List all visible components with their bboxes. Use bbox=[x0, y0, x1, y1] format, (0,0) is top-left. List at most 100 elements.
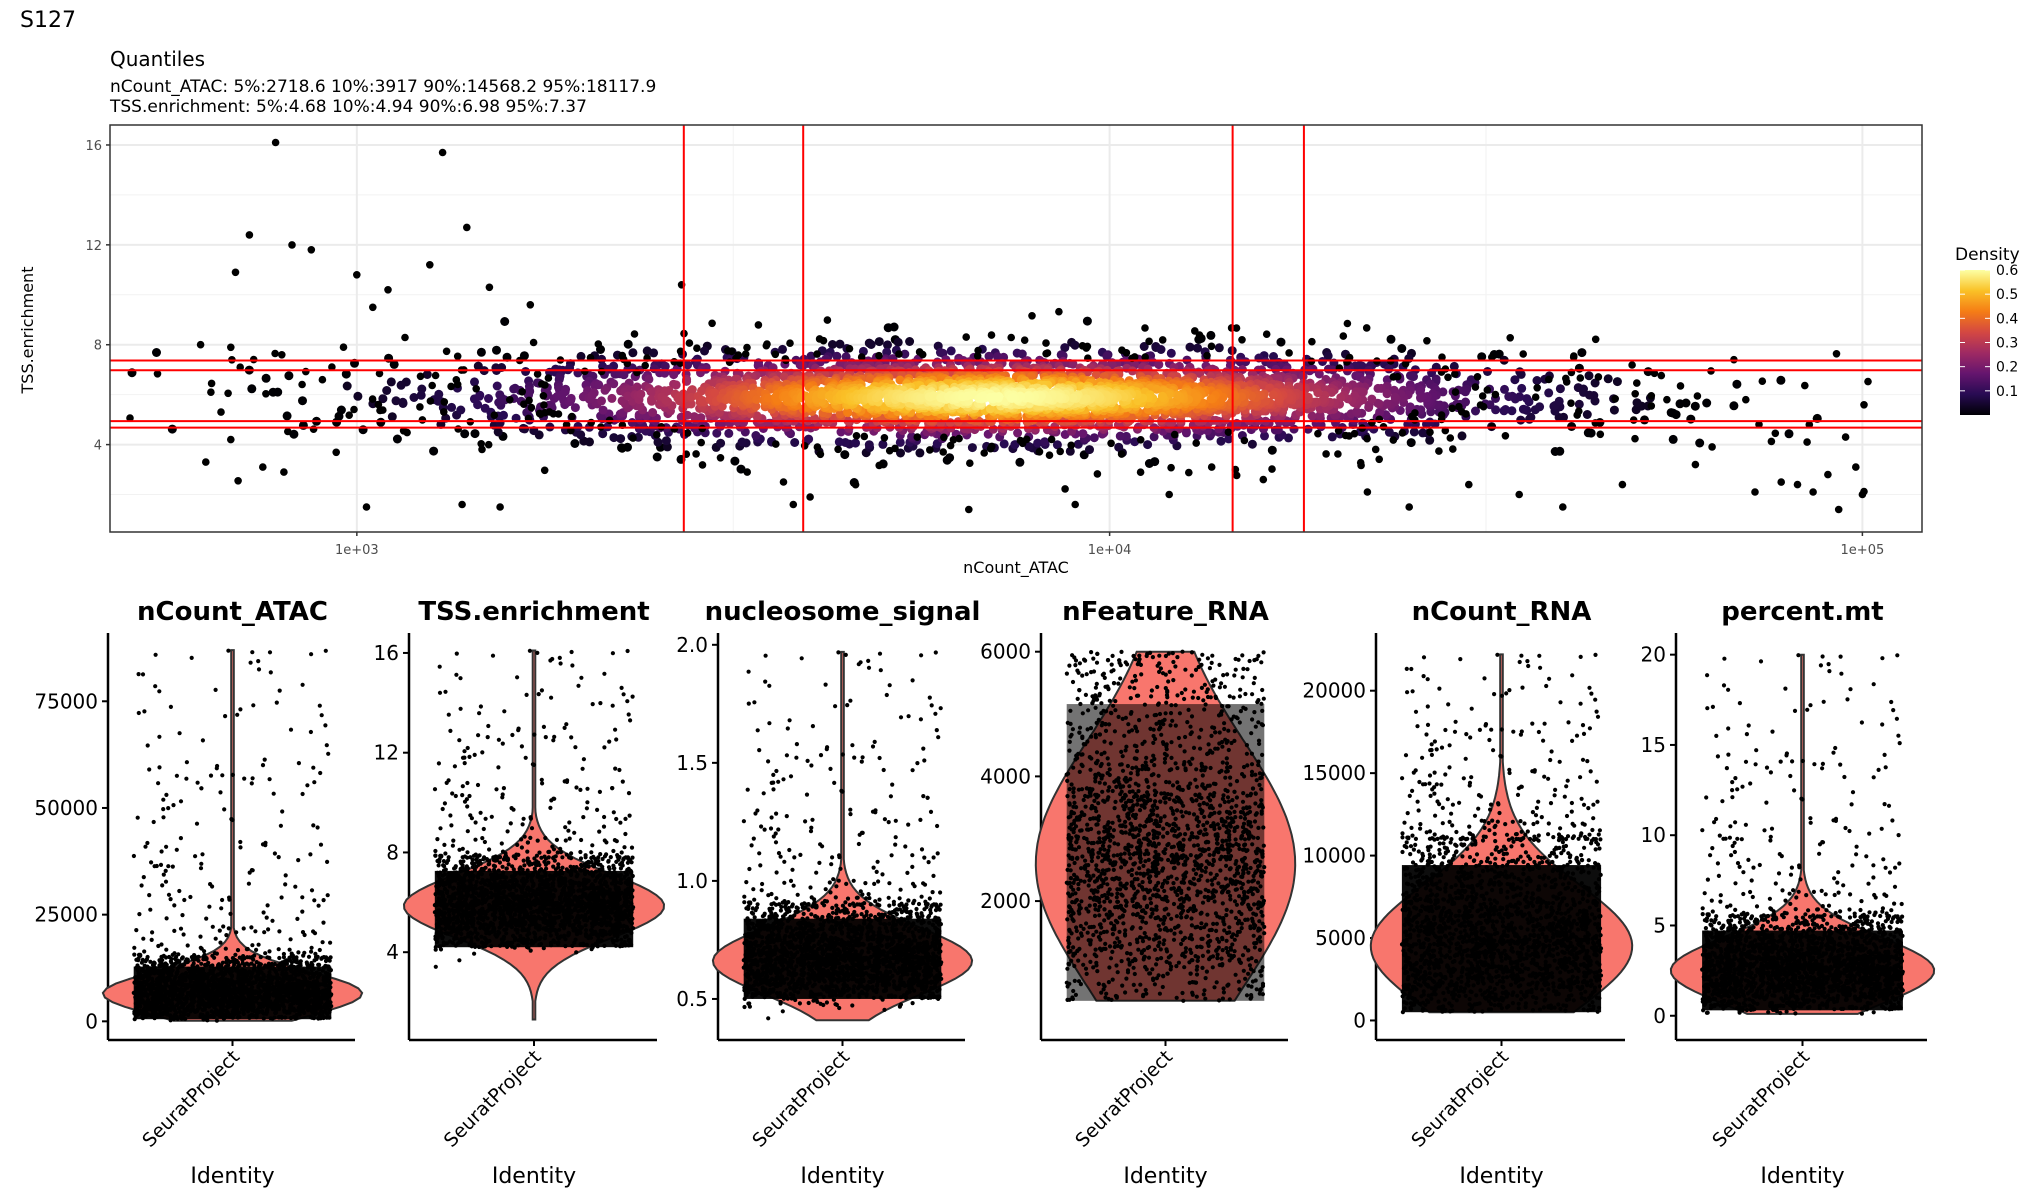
density-point bbox=[1390, 392, 1400, 402]
scatter-point bbox=[641, 361, 649, 370]
outlier-point bbox=[496, 503, 504, 511]
jitter-point bbox=[141, 936, 146, 941]
scatter-point bbox=[1238, 336, 1246, 344]
scatter-point bbox=[1575, 407, 1583, 416]
scatter-x-axis-label: nCount_ATAC bbox=[963, 558, 1069, 578]
density-point bbox=[874, 337, 884, 347]
density-point bbox=[1247, 439, 1257, 449]
scatter-point bbox=[987, 331, 996, 339]
scatter-point bbox=[1363, 434, 1371, 443]
outlier-point bbox=[743, 468, 751, 476]
density-point bbox=[386, 377, 396, 387]
scatter-point bbox=[594, 340, 603, 348]
jitter-point bbox=[258, 955, 263, 960]
scatter-point bbox=[834, 445, 842, 454]
scatter-point bbox=[1122, 349, 1131, 357]
jitter-point bbox=[164, 844, 169, 849]
scatter-point bbox=[1389, 436, 1398, 444]
scatter-point bbox=[1371, 445, 1380, 454]
legend-tick-label: 0.3 bbox=[1996, 336, 2018, 352]
jitter-point bbox=[312, 780, 317, 785]
scatter-point bbox=[1423, 337, 1431, 345]
density-point bbox=[391, 396, 401, 406]
jitter-point bbox=[250, 943, 255, 948]
scatter-point bbox=[1240, 436, 1249, 445]
scatter-point bbox=[1067, 441, 1075, 450]
jitter-point bbox=[305, 783, 310, 788]
scatter-point bbox=[1491, 390, 1500, 399]
scatter-point bbox=[262, 390, 270, 398]
jitter-point bbox=[267, 949, 272, 954]
density-point bbox=[607, 393, 617, 403]
density-point bbox=[697, 396, 707, 405]
scatter-point bbox=[618, 445, 626, 453]
violin-panel-ncount-atac: nCount_ATAC0250005000075000SeuratProject… bbox=[34, 597, 364, 1189]
outlier-point bbox=[1259, 475, 1268, 484]
density-point bbox=[1500, 384, 1509, 394]
jitter-point bbox=[185, 943, 190, 948]
scatter-point bbox=[1020, 336, 1029, 345]
density-point bbox=[167, 424, 177, 434]
scatter-point bbox=[538, 380, 546, 388]
density-point bbox=[1609, 405, 1619, 415]
jitter-point bbox=[145, 743, 150, 748]
density-point bbox=[1214, 343, 1224, 353]
jitter-point bbox=[263, 951, 268, 956]
outlier-point bbox=[438, 148, 447, 157]
density-point bbox=[724, 428, 734, 438]
outlier-point bbox=[1618, 480, 1627, 489]
density-point bbox=[570, 439, 580, 448]
legend-tick-label: 0.5 bbox=[1996, 287, 2018, 303]
outlier-point bbox=[1852, 463, 1860, 471]
scatter-point bbox=[1451, 388, 1460, 396]
scatter-point bbox=[875, 351, 883, 360]
density-point bbox=[716, 438, 726, 448]
jitter-point bbox=[308, 729, 313, 735]
jitter-point bbox=[213, 936, 218, 941]
scatter-point bbox=[447, 382, 455, 391]
jitter-point bbox=[324, 743, 329, 748]
density-point bbox=[499, 410, 508, 420]
scatter-point bbox=[1362, 324, 1371, 332]
density-point bbox=[1206, 394, 1216, 404]
outlier-point bbox=[288, 241, 296, 249]
jitter-point bbox=[300, 909, 305, 914]
jitter-point bbox=[188, 894, 193, 900]
jitter-point bbox=[141, 875, 146, 880]
density-point bbox=[470, 377, 479, 387]
jitter-point bbox=[132, 945, 137, 950]
jitter-point bbox=[248, 660, 253, 665]
density-point bbox=[905, 337, 915, 346]
density-point bbox=[836, 427, 846, 437]
scatter-point bbox=[1629, 416, 1638, 424]
scatter-point bbox=[1446, 434, 1455, 442]
scatter-point bbox=[540, 466, 549, 475]
scatter-point bbox=[207, 379, 216, 388]
scatter-point bbox=[816, 450, 825, 459]
outlier-point bbox=[1777, 478, 1785, 486]
density-point bbox=[1409, 427, 1419, 437]
jitter-point bbox=[178, 799, 184, 804]
density-point bbox=[389, 359, 399, 369]
density-point bbox=[700, 346, 709, 356]
jitter-point bbox=[149, 937, 154, 943]
density-point bbox=[1156, 345, 1166, 354]
density-point bbox=[609, 433, 619, 443]
scatter-point bbox=[1771, 429, 1780, 438]
jitter-point bbox=[241, 926, 246, 931]
scatter-point bbox=[939, 448, 947, 456]
density-scatter-panel: Quantiles nCount_ATAC: 5%:2718.6 10%:391… bbox=[18, 47, 2020, 578]
jitter-point bbox=[287, 947, 292, 952]
density-point bbox=[737, 437, 747, 447]
density-point bbox=[1409, 372, 1418, 382]
scatter-point bbox=[426, 397, 435, 405]
density-point bbox=[649, 348, 659, 358]
jitter-point bbox=[325, 893, 330, 898]
density-point bbox=[1675, 399, 1685, 409]
jitter-point bbox=[158, 862, 164, 868]
scatter-point bbox=[974, 346, 982, 355]
density-point bbox=[376, 417, 386, 427]
jitter-point bbox=[132, 952, 137, 957]
density-point bbox=[1517, 383, 1527, 393]
